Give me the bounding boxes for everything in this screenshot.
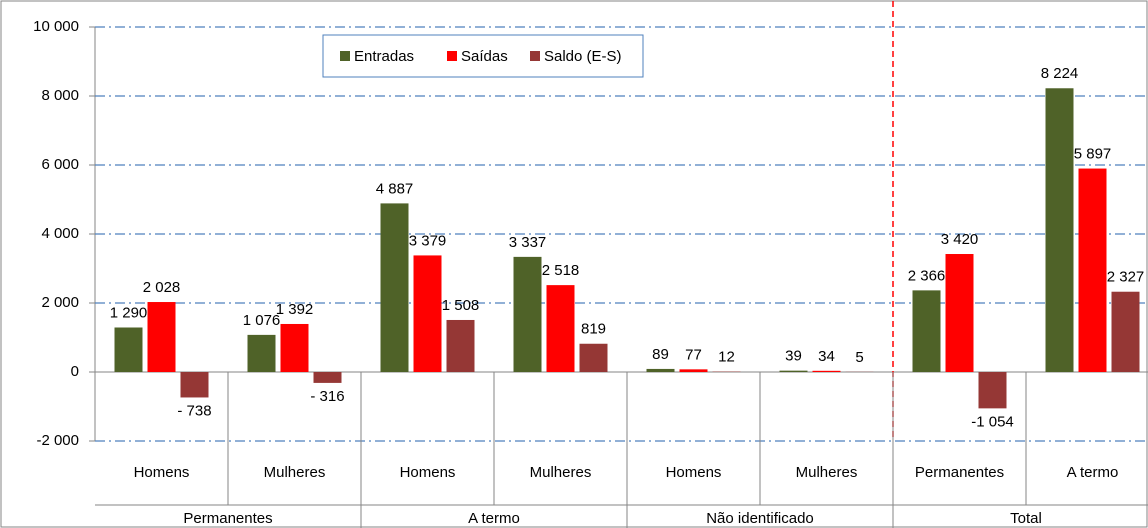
bar [147,302,176,372]
data-label: 5 897 [1074,146,1112,163]
data-label: 1 290 [110,304,148,321]
data-label: 89 [652,346,669,363]
x-tick-label: Mulheres [264,464,326,481]
data-label: 2 028 [143,279,181,296]
data-label: 12 [718,349,735,366]
y-tick-label: 6 000 [41,156,79,173]
data-label: 3 420 [941,231,979,248]
bar [546,285,575,372]
data-label: 77 [685,346,702,363]
bar [679,369,708,372]
data-label: -1 054 [971,413,1014,430]
bar [446,319,475,372]
bar [280,323,309,372]
data-label: - 738 [177,402,211,419]
data-label: 39 [785,348,802,365]
data-label: 1 392 [276,301,314,318]
x-tick-label: Homens [400,464,456,481]
data-label: 2 518 [542,262,580,279]
data-label: 34 [818,348,835,365]
group-label: Total [1010,510,1042,527]
y-tick-label: 10 000 [33,18,79,35]
bar [579,343,608,372]
bar [646,368,675,372]
x-tick-label: Mulheres [796,464,858,481]
x-tick-label: Homens [666,464,722,481]
legend-swatch [340,51,350,61]
bar [180,372,209,398]
bar [413,255,442,372]
y-tick-label: 2 000 [41,294,79,311]
data-label: 2 366 [908,267,946,284]
data-label: 5 [855,349,863,366]
y-tick-label: 8 000 [41,87,79,104]
data-label: 1 508 [442,297,480,314]
group-label: A termo [468,510,520,527]
x-tick-label: Permanentes [915,464,1004,481]
group-label: Permanentes [183,510,272,527]
data-label: 3 379 [409,232,447,249]
bar [812,370,841,372]
group-label: Não identificado [706,510,814,527]
legend-swatch [530,51,540,61]
bar [912,290,941,372]
y-tick-label: 4 000 [41,225,79,242]
data-label: 8 224 [1041,65,1079,82]
legend-swatch [447,51,457,61]
x-tick-label: A termo [1067,464,1119,481]
x-tick-label: Mulheres [530,464,592,481]
bar [978,372,1007,409]
data-label: 4 887 [376,180,414,197]
bar [513,256,542,372]
legend-box [322,34,644,78]
bar [945,254,974,372]
data-label: 819 [581,321,606,338]
bar [1045,88,1074,372]
data-label: 1 076 [243,312,281,329]
data-label: 2 327 [1107,269,1145,286]
bar [779,370,808,372]
bar [114,327,143,372]
legend-label: Saídas [461,48,508,65]
bar [1078,168,1107,372]
legend-label: Entradas [354,48,414,65]
data-label: 3 337 [509,234,547,251]
bar [313,372,342,383]
bar [1111,291,1140,372]
legend-label: Saldo (E-S) [544,48,622,65]
bar [247,334,276,372]
data-label: - 316 [310,388,344,405]
x-tick-label: Homens [134,464,190,481]
y-tick-label: -2 000 [36,432,79,449]
y-tick-label: 0 [71,363,79,380]
bar [380,203,409,372]
